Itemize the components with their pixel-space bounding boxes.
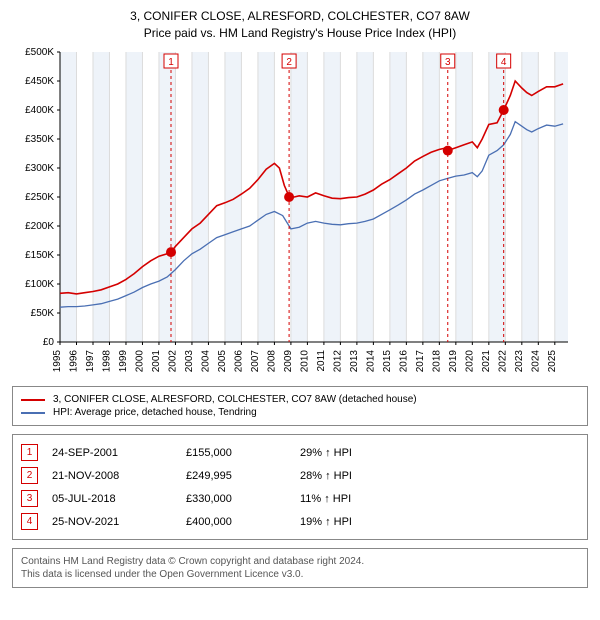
svg-text:2009: 2009 [283,350,294,373]
svg-text:2014: 2014 [365,350,376,373]
svg-text:1995: 1995 [52,350,63,373]
sale-price: £330,000 [186,493,286,505]
svg-text:2019: 2019 [448,350,459,373]
sale-date: 24-SEP-2001 [52,447,172,459]
svg-text:2015: 2015 [382,350,393,373]
svg-text:2004: 2004 [200,350,211,373]
svg-text:1999: 1999 [118,350,129,373]
svg-text:2021: 2021 [481,350,492,373]
svg-text:£100K: £100K [25,279,54,290]
svg-text:2008: 2008 [266,350,277,373]
svg-text:£500K: £500K [25,47,54,58]
table-row: 1 24-SEP-2001 £155,000 29% ↑ HPI [21,441,579,464]
legend-item: HPI: Average price, detached house, Tend… [21,406,579,419]
sale-date: 25-NOV-2021 [52,516,172,528]
svg-text:1: 1 [168,57,174,68]
svg-text:£200K: £200K [25,221,54,232]
sales-table: 1 24-SEP-2001 £155,000 29% ↑ HPI 2 21-NO… [12,434,588,540]
svg-text:2: 2 [286,57,292,68]
sale-price: £249,995 [186,470,286,482]
price-chart: £0 £50K £100K £150K £200K £250K £300K £350K £400… [12,46,572,376]
svg-text:£0: £0 [43,337,55,348]
svg-text:2010: 2010 [299,350,310,373]
svg-text:2011: 2011 [316,350,327,372]
svg-text:2025: 2025 [547,350,558,373]
footer-line: Contains HM Land Registry data © Crown c… [21,555,579,568]
sale-badge: 3 [21,490,38,507]
chart-title-line1: 3, CONIFER CLOSE, ALRESFORD, COLCHESTER,… [12,8,588,24]
legend-label: 3, CONIFER CLOSE, ALRESFORD, COLCHESTER,… [53,394,417,405]
sale-diff: 11% ↑ HPI [300,493,579,505]
svg-text:2023: 2023 [514,350,525,373]
svg-text:1997: 1997 [85,350,96,373]
svg-text:2003: 2003 [184,350,195,373]
svg-text:2007: 2007 [250,350,261,373]
svg-text:£150K: £150K [25,250,54,261]
svg-text:2020: 2020 [464,350,475,373]
sale-date: 21-NOV-2008 [52,470,172,482]
footer-line: This data is licensed under the Open Gov… [21,568,579,581]
chart-legend: 3, CONIFER CLOSE, ALRESFORD, COLCHESTER,… [12,386,588,426]
svg-text:£450K: £450K [25,76,54,87]
sale-diff: 28% ↑ HPI [300,470,579,482]
legend-swatch [21,412,45,414]
svg-text:3: 3 [445,57,451,68]
svg-text:2024: 2024 [530,350,541,373]
svg-text:1998: 1998 [101,350,112,373]
svg-text:2000: 2000 [134,350,145,373]
svg-text:2018: 2018 [431,350,442,373]
table-row: 2 21-NOV-2008 £249,995 28% ↑ HPI [21,464,579,487]
sale-diff: 19% ↑ HPI [300,516,579,528]
svg-text:2006: 2006 [233,350,244,373]
svg-text:2016: 2016 [398,350,409,373]
legend-label: HPI: Average price, detached house, Tend… [53,407,257,418]
sale-badge: 4 [21,513,38,530]
svg-text:2022: 2022 [497,350,508,373]
table-row: 3 05-JUL-2018 £330,000 11% ↑ HPI [21,487,579,510]
svg-text:£300K: £300K [25,163,54,174]
svg-text:2012: 2012 [332,350,343,373]
svg-text:£400K: £400K [25,105,54,116]
table-row: 4 25-NOV-2021 £400,000 19% ↑ HPI [21,510,579,533]
svg-text:2002: 2002 [167,350,178,373]
sale-date: 05-JUL-2018 [52,493,172,505]
sale-badge: 2 [21,467,38,484]
sale-badge: 1 [21,444,38,461]
svg-text:2005: 2005 [217,350,228,373]
svg-text:2017: 2017 [415,350,426,373]
svg-text:£250K: £250K [25,192,54,203]
legend-item: 3, CONIFER CLOSE, ALRESFORD, COLCHESTER,… [21,393,579,406]
legend-swatch [21,399,45,401]
sale-price: £155,000 [186,447,286,459]
sale-price: £400,000 [186,516,286,528]
chart-title-line2: Price paid vs. HM Land Registry's House … [12,26,588,40]
svg-text:1996: 1996 [68,350,79,373]
svg-text:£350K: £350K [25,134,54,145]
svg-text:2013: 2013 [349,350,360,373]
attribution-footer: Contains HM Land Registry data © Crown c… [12,548,588,588]
sale-diff: 29% ↑ HPI [300,447,579,459]
svg-text:2001: 2001 [151,350,162,373]
svg-text:4: 4 [501,57,507,68]
svg-text:£50K: £50K [31,308,55,319]
